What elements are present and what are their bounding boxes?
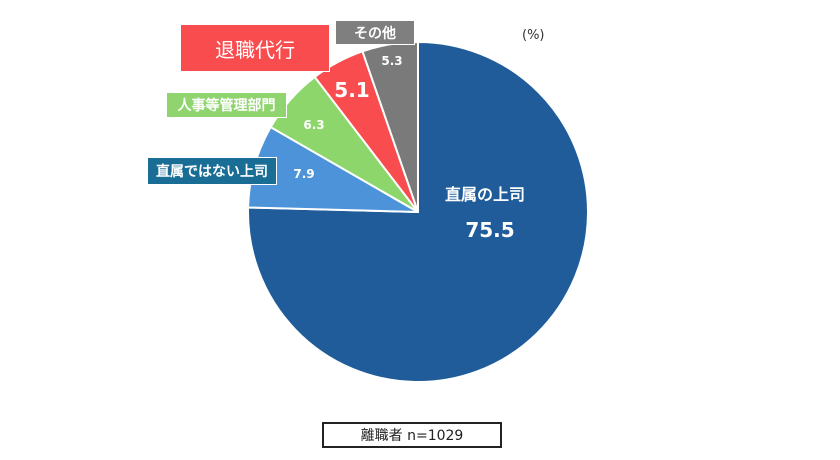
value-label-other: 5.3 <box>381 54 403 68</box>
label-other: その他 <box>335 20 415 45</box>
value-label-direct-boss-name: 直属の上司 <box>444 185 526 204</box>
sample-size-note: 離職者 n=1029 <box>322 422 502 448</box>
value-label-indirect-boss: 7.9 <box>293 167 315 181</box>
label-hr: 人事等管理部門 <box>166 92 287 118</box>
value-label-hr: 6.3 <box>303 118 325 132</box>
unit-label: (%) <box>522 28 545 43</box>
label-resignation-agency: 退職代行 <box>180 24 330 72</box>
value-label-resignation-agency: 5.1 <box>334 78 370 102</box>
label-indirect-boss: 直属ではない上司 <box>147 157 277 185</box>
value-label-direct-boss: 75.5 <box>465 218 515 242</box>
